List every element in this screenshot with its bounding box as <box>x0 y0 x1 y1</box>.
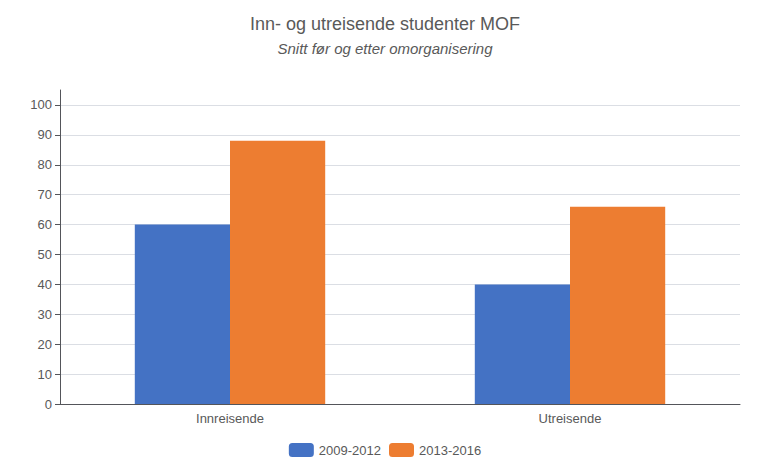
svg-text:50: 50 <box>38 247 52 262</box>
svg-text:80: 80 <box>38 157 52 172</box>
svg-text:0: 0 <box>45 397 52 412</box>
svg-text:30: 30 <box>38 307 52 322</box>
svg-text:Inn- og utreisende studenter M: Inn- og utreisende studenter MOF <box>250 14 520 34</box>
svg-text:20: 20 <box>38 337 52 352</box>
svg-text:Utreisende: Utreisende <box>539 411 602 426</box>
svg-text:90: 90 <box>38 127 52 142</box>
svg-text:Innreisende: Innreisende <box>196 411 264 426</box>
svg-text:2009-2012: 2009-2012 <box>319 443 381 458</box>
svg-text:Snitt før og etter omorganiser: Snitt før og etter omorganisering <box>277 40 493 57</box>
svg-text:2013-2016: 2013-2016 <box>419 443 481 458</box>
svg-text:10: 10 <box>38 367 52 382</box>
svg-text:40: 40 <box>38 277 52 292</box>
svg-text:60: 60 <box>38 217 52 232</box>
svg-text:100: 100 <box>30 97 52 112</box>
svg-text:70: 70 <box>38 187 52 202</box>
